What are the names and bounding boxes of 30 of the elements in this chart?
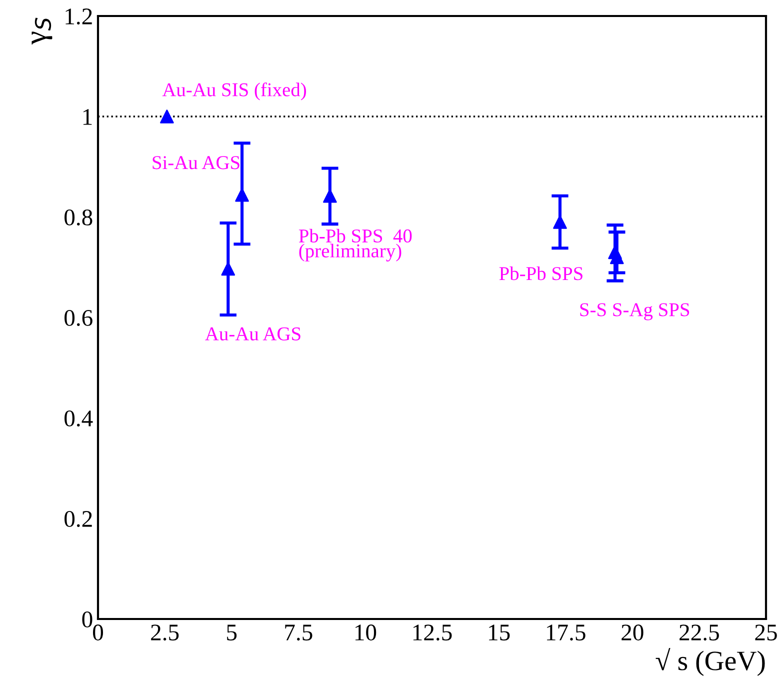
- y-tick-label: 1.2: [66, 8, 92, 25]
- annotation: Au-Au AGS: [205, 327, 300, 340]
- annotation: Pb-Pb SPS 40 (preliminary): [298, 228, 412, 262]
- y-axis-title: γ$_{S}$: [32, 18, 52, 44]
- x-tick-label: 0: [92, 624, 104, 640]
- x-tick-label: 15: [489, 624, 510, 640]
- y-tick-label: 1: [83, 109, 92, 125]
- x-tick-label: 12.5: [413, 624, 452, 641]
- x-tick-label: 2.5: [151, 624, 179, 641]
- y-tick-label: 0: [82, 611, 92, 628]
- y-tick-label: 0.4: [64, 410, 93, 427]
- x-tick-label: 7.5: [285, 624, 312, 641]
- x-tick-label: 20: [622, 624, 644, 640]
- point: [323, 188, 337, 203]
- y-tick-label: 0.8: [64, 209, 92, 226]
- annotation: Si-Au AGS: [152, 156, 240, 170]
- x-tick-label: 22.5: [680, 624, 719, 641]
- point: [160, 110, 174, 124]
- point: [221, 262, 236, 276]
- annotation: Pb-Pb SPS: [499, 266, 582, 280]
- y-tick-label: 0.2: [64, 510, 92, 528]
- annotation: S-S S-Ag SPS: [580, 303, 690, 320]
- x-tick-label: 25: [755, 624, 777, 640]
- x-tick-label: 5: [227, 624, 237, 640]
- annotation: Au-Au SIS (fixed): [162, 82, 306, 100]
- x-tick-label: 17.5: [547, 624, 586, 641]
- x-tick-label: 10: [355, 624, 376, 640]
- x-axis-title: √ s (GeV): [656, 648, 765, 676]
- y-tick-label: 0.6: [64, 310, 92, 326]
- point: [553, 215, 567, 229]
